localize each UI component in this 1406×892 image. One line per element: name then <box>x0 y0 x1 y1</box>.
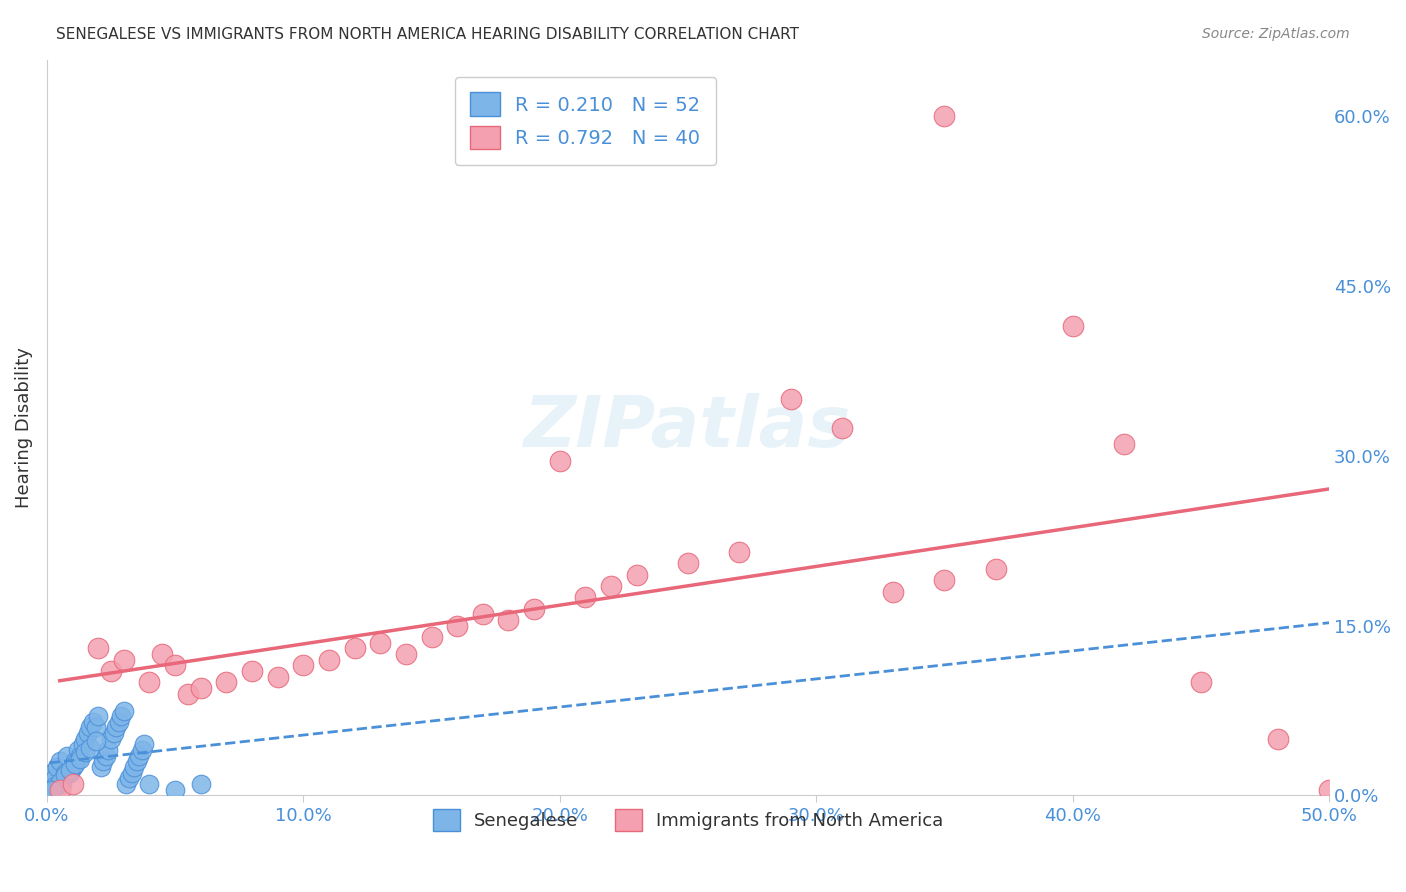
Point <box>128 748 150 763</box>
Point <box>38 777 60 791</box>
Point <box>138 777 160 791</box>
Point <box>72 738 94 752</box>
Point <box>1189 675 1212 690</box>
Point <box>934 574 956 588</box>
Point <box>150 647 173 661</box>
Point <box>831 420 853 434</box>
Point <box>934 109 956 123</box>
Point <box>600 579 623 593</box>
Point <box>574 591 596 605</box>
Point <box>105 721 128 735</box>
Point <box>626 567 648 582</box>
Point <box>190 777 212 791</box>
Point <box>75 731 97 746</box>
Point <box>77 726 100 740</box>
Point <box>44 780 66 794</box>
Point <box>46 760 69 774</box>
Point <box>48 755 70 769</box>
Point <box>69 748 91 763</box>
Text: Source: ZipAtlas.com: Source: ZipAtlas.com <box>1202 27 1350 41</box>
Point <box>112 704 135 718</box>
Point <box>84 734 107 748</box>
Point <box>676 557 699 571</box>
Point <box>59 765 82 780</box>
Point <box>62 760 84 774</box>
Point <box>94 748 117 763</box>
Point <box>215 675 238 690</box>
Point <box>62 777 84 791</box>
Point <box>1267 731 1289 746</box>
Point <box>368 635 391 649</box>
Point <box>134 738 156 752</box>
Point <box>59 764 82 778</box>
Point <box>87 641 110 656</box>
Point <box>165 658 187 673</box>
Point <box>41 765 63 780</box>
Point <box>56 748 79 763</box>
Point <box>131 743 153 757</box>
Point <box>84 721 107 735</box>
Point <box>107 714 129 729</box>
Point <box>53 765 76 780</box>
Point <box>90 760 112 774</box>
Point <box>82 714 104 729</box>
Point <box>318 652 340 666</box>
Point <box>125 755 148 769</box>
Text: ZIPatlas: ZIPatlas <box>524 393 852 462</box>
Point <box>53 768 76 782</box>
Point <box>115 777 138 791</box>
Point <box>69 752 91 766</box>
Point <box>75 745 97 759</box>
Point <box>523 601 546 615</box>
Point <box>471 607 494 622</box>
Point <box>177 686 200 700</box>
Point <box>91 755 114 769</box>
Point <box>122 760 145 774</box>
Y-axis label: Hearing Disability: Hearing Disability <box>15 347 32 508</box>
Point <box>100 731 122 746</box>
Point <box>63 756 86 771</box>
Point <box>779 392 801 407</box>
Point <box>118 772 141 786</box>
Point <box>343 641 366 656</box>
Point <box>103 726 125 740</box>
Point <box>548 454 571 468</box>
Point <box>110 709 132 723</box>
Legend: Senegalese, Immigrants from North America: Senegalese, Immigrants from North Americ… <box>418 794 957 846</box>
Point <box>138 675 160 690</box>
Point <box>292 658 315 673</box>
Point <box>1062 318 1084 333</box>
Point <box>420 630 443 644</box>
Point <box>882 584 904 599</box>
Point <box>1317 782 1340 797</box>
Point <box>240 664 263 678</box>
Point <box>100 664 122 678</box>
Point <box>63 755 86 769</box>
Point <box>395 647 418 661</box>
Point <box>1112 437 1135 451</box>
Point <box>165 782 187 797</box>
Point <box>728 545 751 559</box>
Text: SENEGALESE VS IMMIGRANTS FROM NORTH AMERICA HEARING DISABILITY CORRELATION CHART: SENEGALESE VS IMMIGRANTS FROM NORTH AMER… <box>56 27 799 42</box>
Point <box>48 782 70 797</box>
Point <box>66 743 89 757</box>
Point <box>190 681 212 695</box>
Point <box>38 782 60 797</box>
Point <box>79 721 101 735</box>
Point <box>51 777 73 791</box>
Point <box>41 782 63 797</box>
Point <box>48 774 70 789</box>
Point <box>79 740 101 755</box>
Point <box>44 772 66 786</box>
Point <box>266 669 288 683</box>
Point <box>984 562 1007 576</box>
Point <box>112 652 135 666</box>
Point <box>87 709 110 723</box>
Point <box>97 743 120 757</box>
Point <box>121 765 143 780</box>
Point <box>498 613 520 627</box>
Point <box>446 618 468 632</box>
